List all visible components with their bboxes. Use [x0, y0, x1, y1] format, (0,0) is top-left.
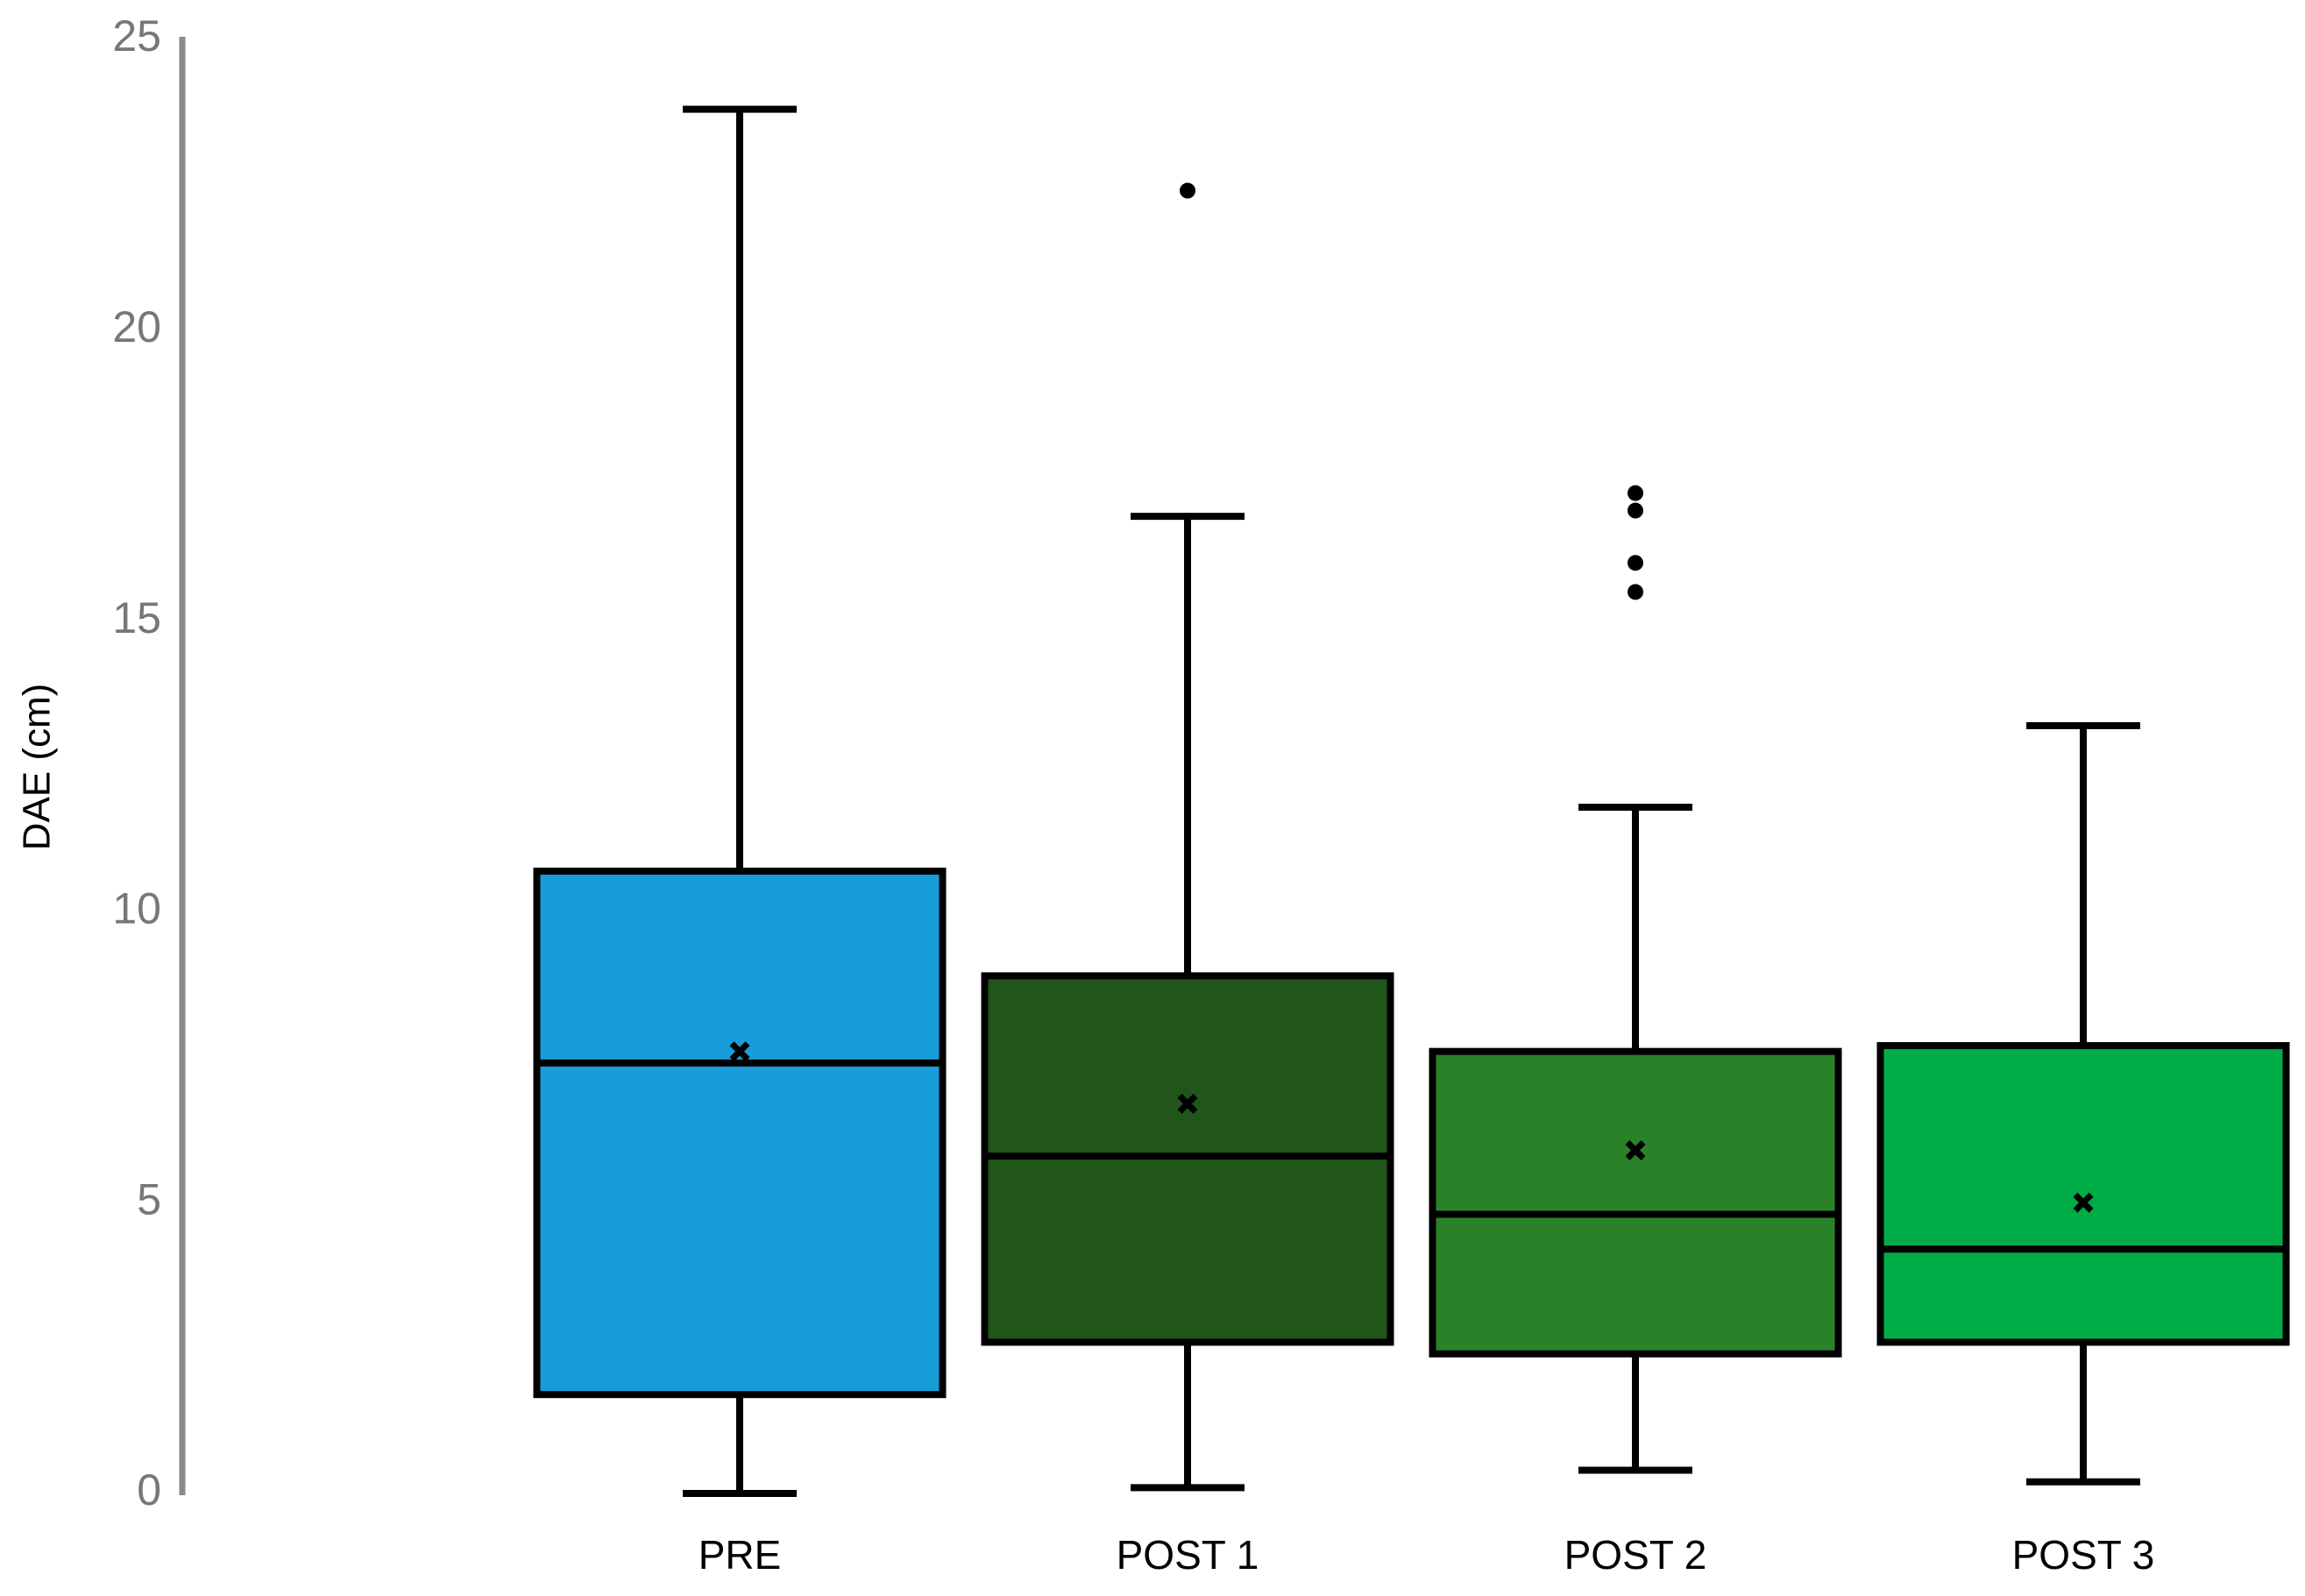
mean-marker [1625, 1140, 1646, 1160]
y-tick-label: 5 [137, 1174, 161, 1224]
mean-marker [729, 1041, 750, 1062]
x-tick-label: POST 3 [2012, 1532, 2155, 1578]
box [533, 867, 947, 1399]
outlier [1628, 485, 1643, 501]
box [1429, 1047, 1842, 1358]
outlier [1180, 182, 1195, 199]
box [1876, 1042, 2290, 1346]
x-tick-label: POST 1 [1117, 1532, 1259, 1578]
y-tick-label: 0 [137, 1465, 161, 1514]
y-axis-label: DAE (cm) [16, 684, 59, 851]
outlier [1628, 584, 1643, 600]
x-tick-label: PRE [699, 1532, 782, 1578]
y-tick-label: 25 [112, 11, 161, 60]
y-tick-label: 15 [112, 593, 161, 642]
x-tick-label: POST 2 [1564, 1532, 1707, 1578]
y-tick-label: 20 [112, 302, 161, 351]
outlier [1628, 555, 1643, 571]
mean-marker [1177, 1093, 1198, 1114]
outlier [1628, 502, 1643, 519]
y-tick-label: 10 [112, 884, 161, 933]
mean-marker [2073, 1192, 2094, 1213]
